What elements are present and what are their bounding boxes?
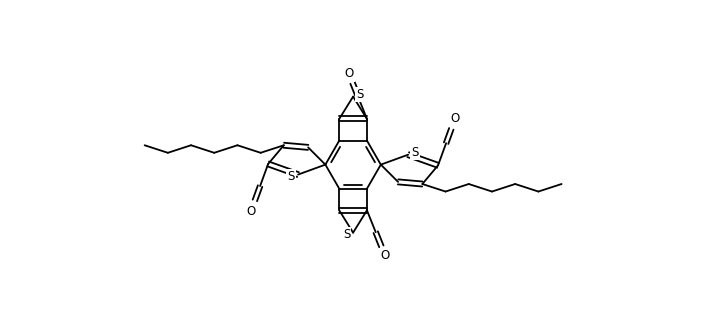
Text: O: O — [246, 205, 256, 218]
Text: S: S — [343, 228, 351, 241]
Text: O: O — [344, 67, 353, 81]
Text: O: O — [451, 111, 460, 125]
Text: O: O — [380, 249, 389, 262]
Text: S: S — [287, 170, 295, 183]
Text: S: S — [411, 146, 419, 159]
Text: S: S — [356, 88, 363, 101]
